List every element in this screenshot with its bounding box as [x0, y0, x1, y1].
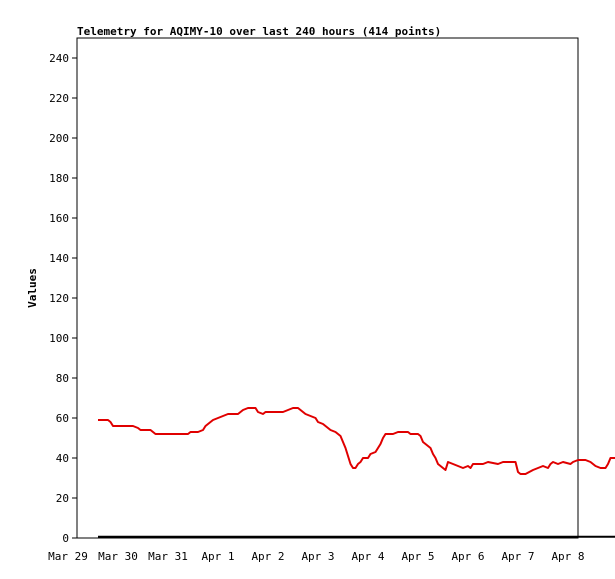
- x-tick-label: Apr 8: [551, 550, 584, 563]
- x-tick-label: Apr 5: [401, 550, 434, 563]
- x-tick-label: Mar 31: [148, 550, 188, 563]
- x-axis: Mar 29 Mar 30 Mar 31 Apr 1 Apr 2 Apr 3 Apr 4 Ap…: [48, 550, 584, 563]
- series-line-0: [98, 407, 615, 475]
- x-tick-label: Apr 1: [201, 550, 234, 563]
- x-tick-label: Apr 3: [301, 550, 334, 563]
- y-axis-label: Values: [26, 268, 39, 308]
- y-tick-label: 20: [56, 492, 69, 505]
- y-tick-label: 140: [49, 252, 69, 265]
- y-tick-label: 80: [56, 372, 69, 385]
- y-tick-label: 60: [56, 412, 69, 425]
- y-axis: 0 20 40 60 80 100 120 140 160 180 200 220 240: [49, 52, 77, 545]
- y-tick-label: 40: [56, 452, 69, 465]
- y-tick-label: 120: [49, 292, 69, 305]
- x-tick-label: Mar 30: [98, 550, 138, 563]
- x-tick-label: Apr 7: [501, 550, 534, 563]
- y-tick-label: 220: [49, 92, 69, 105]
- y-tick-label: 0: [62, 532, 69, 545]
- x-tick-label: Mar 29: [48, 550, 88, 563]
- chart-title: Telemetry for AQIMY-10 over last 240 hou…: [77, 25, 441, 38]
- y-tick-label: 200: [49, 132, 69, 145]
- y-tick-label: 240: [49, 52, 69, 65]
- y-tick-label: 160: [49, 212, 69, 225]
- x-tick-label: Apr 4: [351, 550, 384, 563]
- y-tick-label: 180: [49, 172, 69, 185]
- x-tick-label: Apr 2: [251, 550, 284, 563]
- plot-frame: [76, 37, 579, 539]
- y-tick-label: 100: [49, 332, 69, 345]
- series-layer: [98, 407, 615, 538]
- x-tick-label: Apr 6: [451, 550, 484, 563]
